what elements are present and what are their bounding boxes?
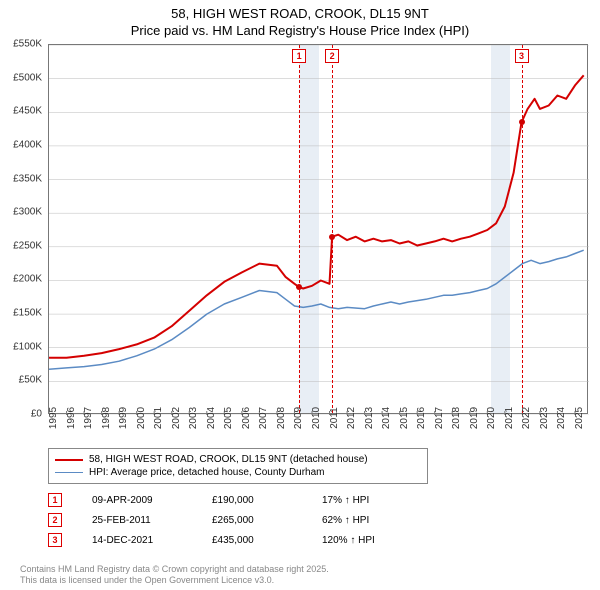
- y-tick-label: £300K: [0, 207, 42, 218]
- x-tick-label: 2010: [311, 407, 322, 429]
- chart-event-marker-2: 2: [325, 49, 339, 63]
- event-marker-0: 1: [48, 493, 62, 507]
- event-date-1: 25-FEB-2011: [92, 515, 182, 526]
- events-table: 1 09-APR-2009 £190,000 17% ↑ HPI 2 25-FE…: [48, 490, 412, 550]
- x-tick-label: 2016: [416, 407, 427, 429]
- plot-region: 1 2 3: [48, 44, 588, 414]
- x-tick-label: 1996: [66, 407, 77, 429]
- event-pct-2: 120% ↑ HPI: [322, 535, 412, 546]
- legend-label-0: 58, HIGH WEST ROAD, CROOK, DL15 9NT (det…: [89, 454, 368, 465]
- event-row-1: 2 25-FEB-2011 £265,000 62% ↑ HPI: [48, 510, 412, 530]
- event-date-0: 09-APR-2009: [92, 495, 182, 506]
- event-marker-2: 3: [48, 533, 62, 547]
- event-pct-1: 62% ↑ HPI: [322, 515, 412, 526]
- y-tick-label: £50K: [0, 375, 42, 386]
- event-date-2: 14-DEC-2021: [92, 535, 182, 546]
- x-tick-label: 2011: [329, 407, 340, 429]
- footer: Contains HM Land Registry data © Crown c…: [20, 564, 329, 586]
- footer-line-2: This data is licensed under the Open Gov…: [20, 575, 329, 586]
- legend-row-0: 58, HIGH WEST ROAD, CROOK, DL15 9NT (det…: [55, 453, 421, 466]
- event-vline-1: [299, 45, 300, 413]
- footer-line-1: Contains HM Land Registry data © Crown c…: [20, 564, 329, 575]
- title-line-2: Price paid vs. HM Land Registry's House …: [0, 23, 600, 40]
- y-tick-label: £150K: [0, 308, 42, 319]
- event-price-2: £435,000: [212, 535, 292, 546]
- y-tick-label: £100K: [0, 341, 42, 352]
- x-tick-label: 2022: [521, 407, 532, 429]
- x-tick-label: 2003: [188, 407, 199, 429]
- x-tick-label: 2008: [276, 407, 287, 429]
- event-row-0: 1 09-APR-2009 £190,000 17% ↑ HPI: [48, 490, 412, 510]
- x-tick-label: 2024: [556, 407, 567, 429]
- y-tick-label: £0: [0, 409, 42, 420]
- event-marker-1: 2: [48, 513, 62, 527]
- x-tick-label: 2025: [574, 407, 585, 429]
- x-tick-label: 2006: [241, 407, 252, 429]
- legend: 58, HIGH WEST ROAD, CROOK, DL15 9NT (det…: [48, 448, 428, 484]
- x-tick-label: 2002: [171, 407, 182, 429]
- event-vline-3: [522, 45, 523, 413]
- y-tick-label: £250K: [0, 240, 42, 251]
- y-tick-label: £400K: [0, 139, 42, 150]
- event-dot-2: [329, 234, 335, 240]
- event-dot-3: [519, 119, 525, 125]
- y-tick-label: £350K: [0, 173, 42, 184]
- event-price-0: £190,000: [212, 495, 292, 506]
- legend-swatch-1: [55, 472, 83, 474]
- series-hpi: [49, 250, 584, 369]
- x-tick-label: 2019: [469, 407, 480, 429]
- x-tick-label: 2000: [136, 407, 147, 429]
- x-tick-label: 1998: [101, 407, 112, 429]
- x-tick-label: 2021: [504, 407, 515, 429]
- x-tick-label: 2014: [381, 407, 392, 429]
- title-line-1: 58, HIGH WEST ROAD, CROOK, DL15 9NT: [0, 6, 600, 23]
- legend-row-1: HPI: Average price, detached house, Coun…: [55, 466, 421, 479]
- y-tick-label: £500K: [0, 72, 42, 83]
- x-tick-label: 1995: [48, 407, 59, 429]
- y-tick-label: £200K: [0, 274, 42, 285]
- x-tick-label: 2001: [153, 407, 164, 429]
- chart-event-marker-3: 3: [515, 49, 529, 63]
- event-dot-1: [296, 284, 302, 290]
- x-tick-label: 2018: [451, 407, 462, 429]
- series-price_paid: [49, 75, 584, 358]
- y-tick-label: £550K: [0, 39, 42, 50]
- x-tick-label: 2004: [206, 407, 217, 429]
- x-tick-label: 2015: [399, 407, 410, 429]
- x-tick-label: 2007: [258, 407, 269, 429]
- x-tick-label: 1999: [118, 407, 129, 429]
- event-row-2: 3 14-DEC-2021 £435,000 120% ↑ HPI: [48, 530, 412, 550]
- chart-area: 123 £0£50K£100K£150K£200K£250K£300K£350K…: [48, 44, 588, 414]
- x-tick-label: 2012: [346, 407, 357, 429]
- x-tick-label: 2017: [434, 407, 445, 429]
- event-price-1: £265,000: [212, 515, 292, 526]
- legend-swatch-0: [55, 459, 83, 461]
- x-tick-label: 2020: [486, 407, 497, 429]
- x-tick-label: 1997: [83, 407, 94, 429]
- x-tick-label: 2013: [364, 407, 375, 429]
- chart-event-marker-1: 1: [292, 49, 306, 63]
- x-tick-label: 2005: [223, 407, 234, 429]
- x-tick-label: 2023: [539, 407, 550, 429]
- event-vline-2: [332, 45, 333, 413]
- event-pct-0: 17% ↑ HPI: [322, 495, 412, 506]
- title-block: 58, HIGH WEST ROAD, CROOK, DL15 9NT Pric…: [0, 0, 600, 42]
- x-tick-label: 2009: [293, 407, 304, 429]
- legend-label-1: HPI: Average price, detached house, Coun…: [89, 467, 325, 478]
- y-tick-label: £450K: [0, 106, 42, 117]
- plot-svg: [49, 45, 589, 415]
